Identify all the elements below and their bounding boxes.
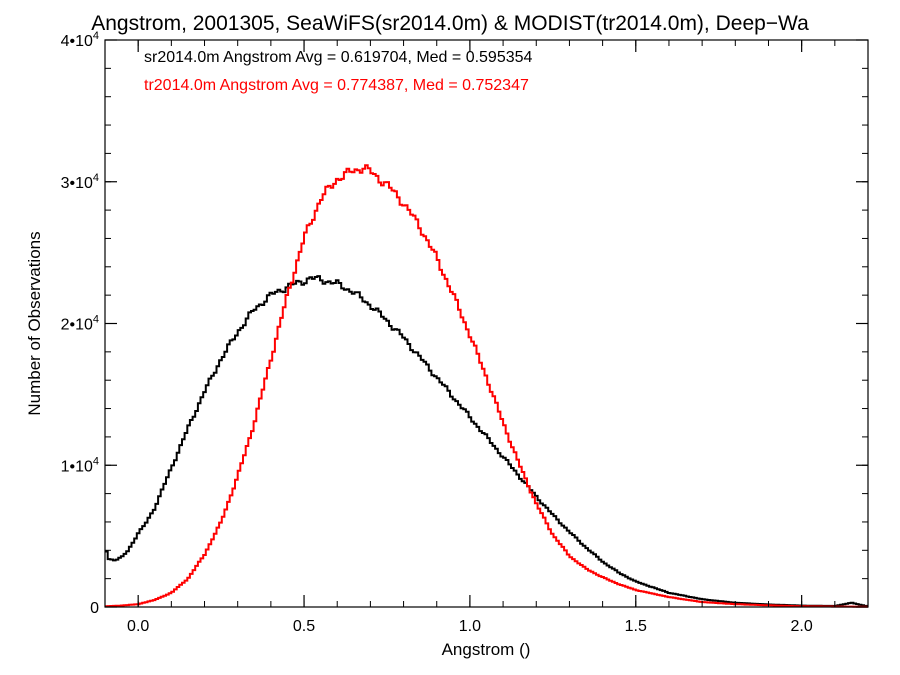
x-tick-label: 0.0 xyxy=(127,618,149,635)
x-tick-label: 0.5 xyxy=(293,618,315,635)
y-tick-label-exponent: 4 xyxy=(93,30,99,42)
y-tick-label-exponent: 4 xyxy=(93,455,99,467)
y-tick-label-base: 4•10 xyxy=(61,33,93,50)
annotation-black-series: sr2014.0m Angstrom Avg = 0.619704, Med =… xyxy=(144,49,533,66)
x-tick-label: 2.0 xyxy=(791,618,813,635)
x-tick-label: 1.5 xyxy=(625,618,647,635)
series-line-black xyxy=(105,275,868,608)
chart-title: Angstrom, 2001305, SeaWiFS(sr2014.0m) & … xyxy=(91,12,809,35)
y-tick-label: 1•104 xyxy=(61,455,99,475)
y-tick-label-exponent: 4 xyxy=(93,172,99,184)
x-axis-label: Angstrom () xyxy=(442,640,531,659)
y-tick-label-exponent: 4 xyxy=(93,314,99,326)
y-axis-label: Number of Observations xyxy=(25,231,44,415)
y-tick-label: 3•104 xyxy=(61,172,99,192)
y-tick-label-base: 3•10 xyxy=(61,175,93,192)
y-tick-label-base: 2•10 xyxy=(61,317,93,334)
y-tick-label-base: 0 xyxy=(90,600,99,617)
y-tick-label: 0 xyxy=(90,600,99,617)
y-tick-label-base: 1•10 xyxy=(61,458,93,475)
y-tick-label: 2•104 xyxy=(61,314,99,334)
annotation-red-series: tr2014.0m Angstrom Avg = 0.774387, Med =… xyxy=(144,77,529,94)
x-tick-label: 1.0 xyxy=(459,618,481,635)
plot-series-group xyxy=(105,164,868,608)
y-tick-label: 4•104 xyxy=(61,30,99,50)
series-line-red xyxy=(105,164,868,608)
